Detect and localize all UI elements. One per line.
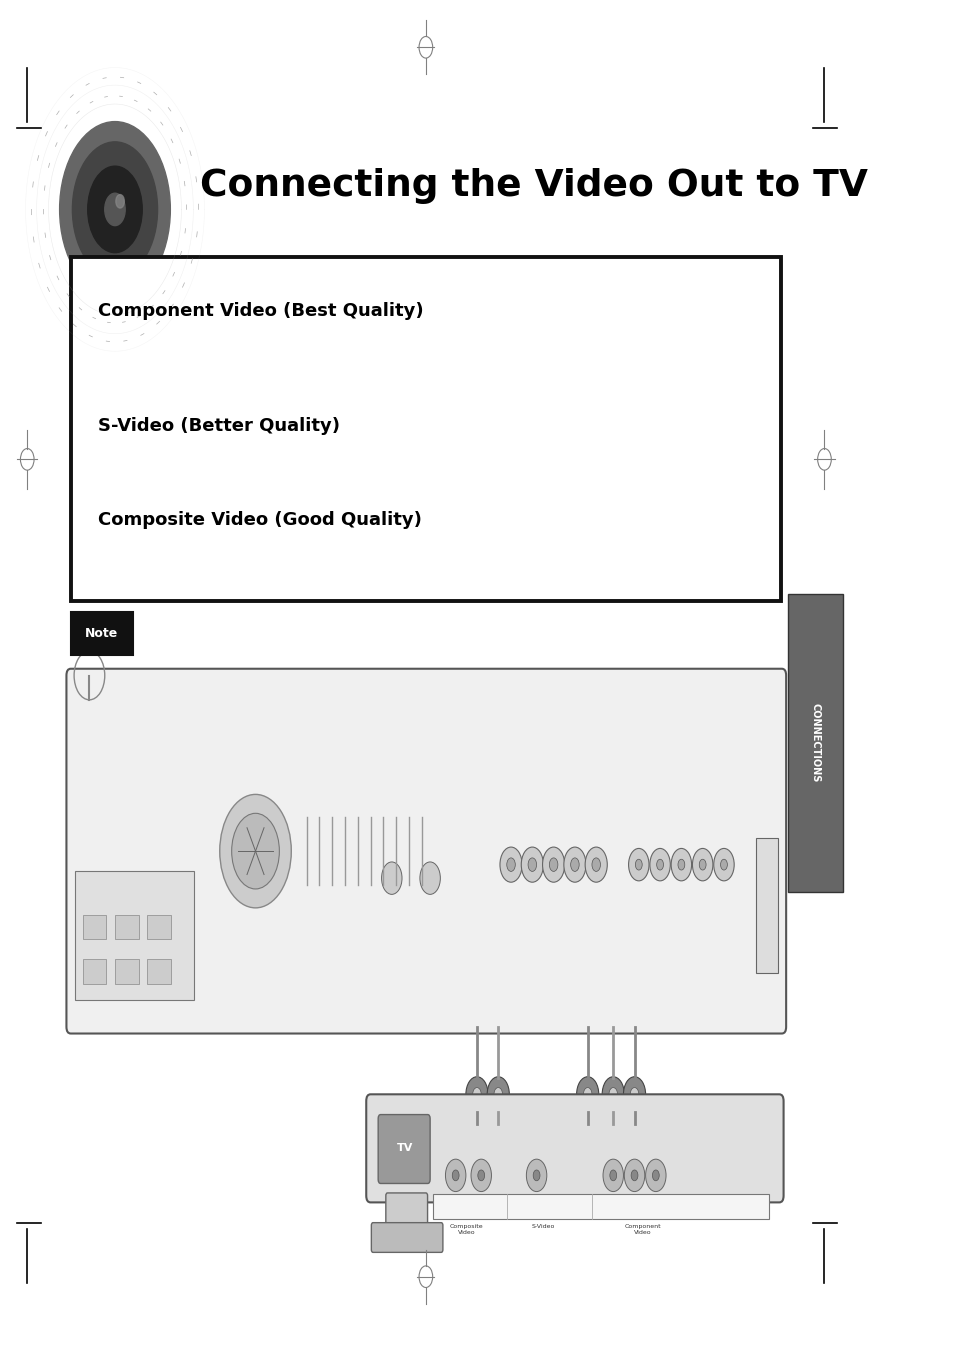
Circle shape [494,1088,502,1101]
Circle shape [88,166,142,253]
Circle shape [628,848,648,881]
Text: S-Video (Better Quality): S-Video (Better Quality) [98,416,339,435]
Circle shape [720,859,726,870]
Circle shape [635,859,641,870]
Circle shape [419,862,440,894]
Circle shape [473,1135,480,1148]
Circle shape [583,1088,591,1101]
Circle shape [652,1170,659,1181]
Circle shape [645,1159,665,1192]
Circle shape [583,1135,591,1148]
Circle shape [563,847,585,882]
Circle shape [591,858,599,871]
Circle shape [115,195,124,208]
Circle shape [487,1124,509,1159]
FancyBboxPatch shape [366,1094,782,1202]
Circle shape [477,1170,484,1181]
Circle shape [630,1088,639,1101]
Circle shape [473,1088,480,1101]
Circle shape [656,859,662,870]
Bar [71,257,781,601]
Text: S-Video: S-Video [531,1224,555,1229]
Text: TV: TV [395,1143,413,1154]
Circle shape [608,1088,617,1101]
Circle shape [232,813,279,889]
FancyBboxPatch shape [385,1193,427,1232]
Circle shape [381,862,401,894]
Circle shape [487,1077,509,1112]
Circle shape [219,794,291,908]
Circle shape [699,859,705,870]
Circle shape [576,1077,598,1112]
Bar [147,915,171,939]
Circle shape [59,122,171,297]
Circle shape [584,847,607,882]
Circle shape [471,1159,491,1192]
Circle shape [542,847,564,882]
Circle shape [526,1159,546,1192]
Text: Composite Video (Good Quality): Composite Video (Good Quality) [98,511,421,530]
Circle shape [576,1124,598,1159]
Circle shape [499,847,521,882]
Text: Connecting the Video Out to TV: Connecting the Video Out to TV [200,169,867,204]
Circle shape [465,1077,488,1112]
Text: Component
Video: Component Video [624,1224,660,1235]
Bar [787,594,842,892]
Circle shape [533,1170,539,1181]
Circle shape [623,1077,645,1112]
Circle shape [671,848,691,881]
Circle shape [692,848,712,881]
FancyBboxPatch shape [377,1115,430,1183]
Circle shape [602,1159,623,1192]
Circle shape [713,848,734,881]
Circle shape [549,858,558,871]
Circle shape [608,1135,617,1148]
Circle shape [445,1159,465,1192]
Circle shape [601,1077,623,1112]
Circle shape [570,858,578,871]
FancyBboxPatch shape [371,1223,442,1252]
Bar [83,959,107,984]
Circle shape [494,1135,502,1148]
Circle shape [105,193,125,226]
FancyBboxPatch shape [67,669,785,1034]
Circle shape [528,858,536,871]
Circle shape [506,858,515,871]
Bar [756,838,777,973]
Circle shape [452,1170,458,1181]
Bar [433,1194,768,1219]
Circle shape [465,1124,488,1159]
Bar [75,871,194,1000]
Circle shape [520,847,543,882]
Bar [115,959,139,984]
Bar [147,959,171,984]
Circle shape [601,1124,623,1159]
Text: CONNECTIONS: CONNECTIONS [810,704,820,782]
Text: Composite
Video: Composite Video [450,1224,483,1235]
Circle shape [649,848,670,881]
Circle shape [631,1170,638,1181]
Bar [115,915,139,939]
Circle shape [678,859,684,870]
Circle shape [72,142,157,277]
Text: Note: Note [85,627,118,640]
Text: Component Video (Best Quality): Component Video (Best Quality) [98,301,423,320]
Circle shape [623,1159,644,1192]
Bar [83,915,107,939]
Circle shape [630,1135,639,1148]
Circle shape [609,1170,616,1181]
Bar [71,612,132,655]
Circle shape [623,1124,645,1159]
